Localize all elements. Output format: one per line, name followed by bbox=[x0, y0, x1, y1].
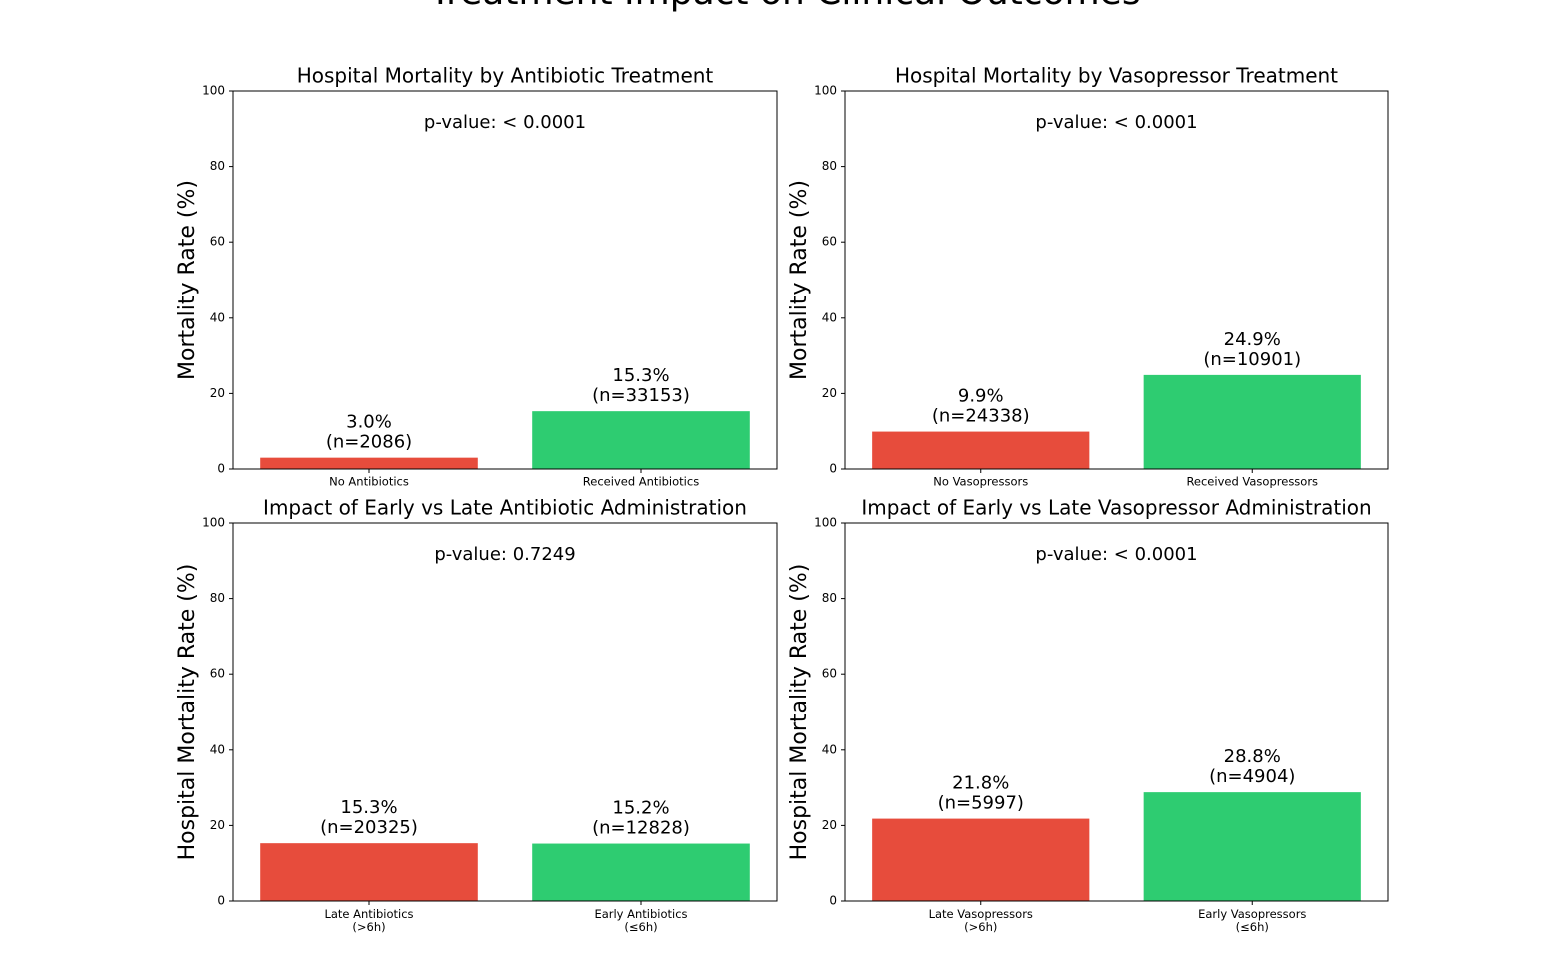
subplot-title: Hospital Mortality by Antibiotic Treatme… bbox=[297, 64, 714, 88]
x-tick-label: Late Antibiotics (>6h) bbox=[324, 907, 413, 934]
y-tick-label: 0 bbox=[829, 894, 837, 908]
y-tick-label: 80 bbox=[822, 591, 837, 605]
subplot-title: Impact of Early vs Late Antibiotic Admin… bbox=[263, 496, 747, 520]
y-tick-label: 0 bbox=[217, 894, 225, 908]
axes-frame bbox=[232, 90, 778, 470]
count-label: (n=33153) bbox=[592, 385, 690, 406]
y-tick-label: 0 bbox=[217, 462, 225, 476]
annotation: p-value: < 0.0001 bbox=[1035, 112, 1197, 133]
bar bbox=[1143, 374, 1361, 469]
y-tick-label: 40 bbox=[210, 742, 225, 756]
y-tick-label: 20 bbox=[822, 386, 837, 400]
y-tick-label: 100 bbox=[814, 84, 837, 98]
bar bbox=[872, 431, 1090, 469]
x-tick-label: No Antibiotics bbox=[329, 475, 409, 489]
y-tick-label: 80 bbox=[210, 159, 225, 173]
y-tick-label: 60 bbox=[822, 235, 837, 249]
bar bbox=[260, 843, 478, 901]
figure-title: Treatment Impact on Clinical Outcomes bbox=[428, 0, 1140, 13]
value-label: 3.0% bbox=[346, 412, 392, 433]
y-tick-label: 60 bbox=[822, 667, 837, 681]
y-tick-label: 80 bbox=[822, 159, 837, 173]
y-tick-label: 20 bbox=[822, 818, 837, 832]
x-tick-label: Received Antibiotics bbox=[583, 475, 699, 489]
count-label: (n=2086) bbox=[326, 432, 412, 453]
count-label: (n=10901) bbox=[1203, 349, 1301, 370]
x-tick-label: Early Vasopressors (≤6h) bbox=[1198, 907, 1306, 934]
x-tick-label: Received Vasopressors bbox=[1186, 475, 1318, 489]
y-tick-label: 20 bbox=[210, 386, 225, 400]
x-tick-label: Late Vasopressors (>6h) bbox=[929, 907, 1033, 934]
axes-frame bbox=[844, 522, 1389, 902]
annotation: p-value: 0.7249 bbox=[434, 544, 575, 565]
y-tick-label: 60 bbox=[210, 667, 225, 681]
y-tick-label: 100 bbox=[814, 516, 837, 530]
y-tick-label: 60 bbox=[210, 235, 225, 249]
value-label: 15.3% bbox=[612, 365, 669, 386]
subplot-title: Hospital Mortality by Vasopressor Treatm… bbox=[895, 64, 1338, 88]
bar bbox=[260, 457, 478, 469]
y-tick-label: 40 bbox=[822, 310, 837, 324]
y-tick-label: 0 bbox=[829, 462, 837, 476]
y-axis-label: Hospital Mortality Rate (%) bbox=[787, 564, 812, 861]
annotation: p-value: < 0.0001 bbox=[1035, 544, 1197, 565]
y-axis-label: Mortality Rate (%) bbox=[787, 180, 812, 380]
bar bbox=[1143, 792, 1361, 901]
value-label: 24.9% bbox=[1224, 329, 1281, 350]
value-label: 15.2% bbox=[612, 798, 669, 819]
bar bbox=[872, 818, 1090, 901]
axes-frame bbox=[232, 522, 778, 902]
count-label: (n=12828) bbox=[592, 818, 690, 839]
value-label: 21.8% bbox=[952, 773, 1009, 794]
x-tick-label: Early Antibiotics (≤6h) bbox=[594, 907, 687, 934]
count-label: (n=20325) bbox=[320, 817, 418, 838]
value-label: 9.9% bbox=[958, 386, 1004, 407]
axes-frame bbox=[844, 90, 1389, 470]
value-label: 28.8% bbox=[1224, 746, 1281, 767]
y-axis-label: Mortality Rate (%) bbox=[175, 180, 200, 380]
count-label: (n=5997) bbox=[938, 793, 1024, 814]
y-tick-label: 40 bbox=[210, 310, 225, 324]
count-label: (n=4904) bbox=[1209, 766, 1295, 787]
y-tick-label: 80 bbox=[210, 591, 225, 605]
y-axis-label: Hospital Mortality Rate (%) bbox=[175, 564, 200, 861]
count-label: (n=24338) bbox=[932, 406, 1030, 427]
bar bbox=[532, 411, 750, 469]
y-tick-label: 100 bbox=[202, 84, 225, 98]
bar bbox=[532, 843, 750, 901]
y-tick-label: 100 bbox=[202, 516, 225, 530]
x-tick-label: No Vasopressors bbox=[933, 475, 1028, 489]
y-tick-label: 40 bbox=[822, 742, 837, 756]
y-tick-label: 20 bbox=[210, 818, 225, 832]
value-label: 15.3% bbox=[340, 797, 397, 818]
annotation: p-value: < 0.0001 bbox=[424, 112, 586, 133]
subplot-title: Impact of Early vs Late Vasopressor Admi… bbox=[861, 496, 1371, 520]
